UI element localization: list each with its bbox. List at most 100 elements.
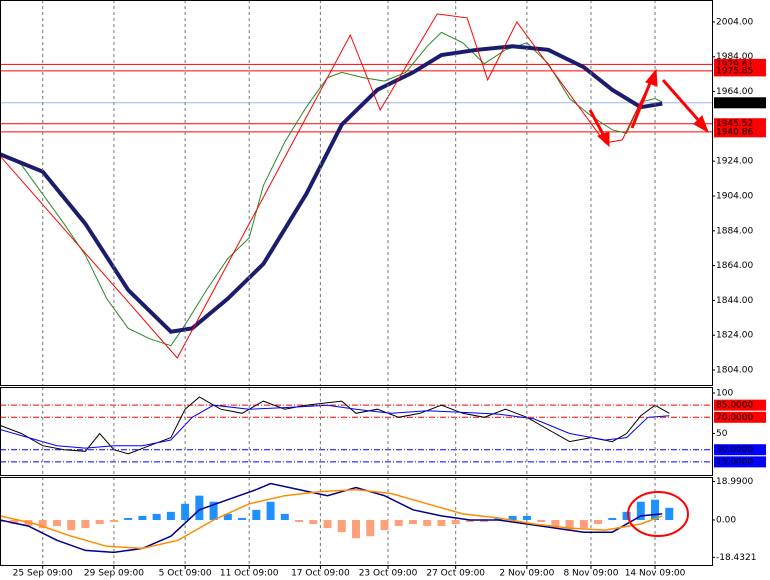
histogram-bar: [394, 519, 403, 527]
level-label-box: [714, 118, 766, 130]
series-line: [0, 44, 663, 334]
y-tick-label: 1984.00: [716, 52, 753, 62]
histogram-bar: [195, 495, 204, 520]
histogram-bar: [109, 519, 118, 523]
y-tick-label: -18.4321: [716, 553, 756, 563]
level-label: 85.0000: [716, 401, 753, 411]
current-price-label: 1957.55: [716, 98, 753, 108]
y-tick-label: 2004.00: [716, 17, 753, 27]
histogram-bar: [480, 519, 489, 523]
series-line: [0, 396, 670, 455]
histogram-bar: [309, 519, 318, 525]
histogram-bar: [636, 501, 645, 520]
level-label: 1979.61: [716, 60, 753, 70]
histogram-bar: [594, 519, 603, 525]
histogram-bar: [38, 519, 47, 529]
level-label: 15.0000: [716, 457, 753, 467]
histogram-bar: [366, 519, 375, 537]
level-label: 30.0000: [716, 445, 753, 455]
histogram-bar: [209, 501, 218, 520]
level-label-box: [714, 65, 766, 77]
histogram-bar: [565, 519, 574, 531]
histogram-bar: [238, 517, 247, 520]
histogram-bar: [223, 513, 232, 520]
histogram-bar: [52, 519, 61, 527]
x-tick-label: 17 Oct 09:00: [291, 569, 350, 579]
histogram-bar: [465, 519, 474, 523]
x-tick-label: 14 Nov 09:00: [625, 569, 686, 579]
series-line: [0, 482, 663, 554]
y-tick-label: 1964.00: [716, 87, 753, 97]
histogram-bar: [81, 519, 90, 529]
series-line: [0, 488, 663, 550]
x-tick-label: 29 Sep 09:00: [84, 569, 144, 579]
histogram-bar: [437, 519, 446, 527]
histogram-bar: [266, 501, 275, 520]
histogram-bar: [451, 519, 460, 525]
y-tick-label: 1924.00: [716, 157, 753, 167]
x-tick-label: 8 Nov 09:00: [563, 569, 618, 579]
level-label: 70.0000: [716, 413, 753, 423]
x-tick-label: 23 Oct 09:00: [359, 569, 418, 579]
x-tick-label: 27 Oct 09:00: [426, 569, 485, 579]
x-tick-label: 11 Oct 09:00: [220, 569, 279, 579]
histogram-bar: [95, 519, 104, 525]
arrow-down: [661, 79, 702, 123]
histogram-bar: [138, 515, 147, 520]
histogram-bar: [337, 519, 346, 533]
level-label-box: [714, 126, 766, 138]
histogram-bar: [508, 515, 517, 520]
level-label-box: [714, 444, 766, 456]
histogram-bar: [622, 511, 631, 520]
histogram-bar: [579, 519, 588, 529]
histogram-bar: [494, 517, 503, 520]
histogram-bar: [608, 517, 617, 520]
x-tick-label: 2 Nov 09:00: [499, 569, 554, 579]
arrow-up: [630, 77, 654, 129]
arrow-down: [588, 109, 606, 137]
histogram-bar: [408, 519, 417, 525]
series-line: [0, 404, 670, 449]
y-tick-label: 0.00: [716, 515, 736, 525]
histogram-bar: [295, 519, 304, 523]
histogram-bar: [181, 503, 190, 520]
y-tick-label: 18.9900: [716, 477, 753, 487]
histogram-bar: [252, 509, 261, 520]
highlight-circle: [627, 491, 689, 537]
level-label: 1940.86: [716, 127, 753, 137]
histogram-bar: [124, 517, 133, 520]
histogram-bar: [651, 499, 660, 520]
macd-panel-frame: [0, 477, 713, 566]
y-tick-label: 50: [716, 429, 728, 439]
histogram-bar: [280, 513, 289, 520]
histogram-bar: [522, 515, 531, 520]
histogram-bar: [166, 511, 175, 520]
current-price-label-box: [714, 97, 766, 109]
y-tick-label: 1844.00: [716, 296, 753, 306]
histogram-bar: [152, 513, 161, 520]
histogram-bar: [551, 519, 560, 527]
y-tick-label: 100: [716, 388, 733, 398]
oscillator-panel-frame: [0, 387, 713, 476]
price-panel-frame: [0, 0, 713, 386]
histogram-bar: [537, 519, 546, 523]
series-line: [0, 13, 656, 359]
level-label: 1945.52: [716, 119, 753, 129]
histogram-bar: [352, 519, 360, 539]
histogram-bar: [665, 507, 674, 520]
y-tick-label: 1804.00: [716, 366, 753, 376]
arrow-head: [693, 115, 709, 134]
histogram-bar: [380, 519, 389, 531]
level-label-box: [714, 399, 766, 411]
y-tick-label: 1864.00: [716, 261, 753, 271]
level-label-box: [714, 456, 766, 468]
level-label-box: [714, 411, 766, 423]
annotations: [588, 68, 709, 537]
histogram-bar: [323, 519, 332, 529]
y-tick-label: 1904.00: [716, 191, 753, 201]
y-tick-label: 1884.00: [716, 226, 753, 236]
arrow-head: [645, 68, 658, 87]
histogram-bar: [423, 519, 432, 527]
